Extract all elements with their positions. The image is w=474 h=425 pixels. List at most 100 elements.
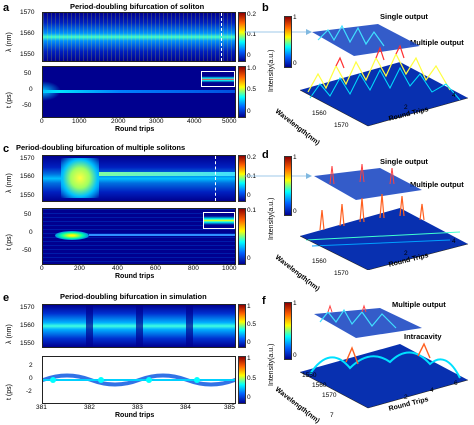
panel-d-ytick3d: 1560 — [312, 258, 327, 265]
panel-a-top-colorbar — [238, 12, 246, 62]
panel-e-xtick: 384 — [180, 404, 191, 411]
panel-e-ytick: -2 — [26, 388, 32, 395]
panel-c-connector-arrow — [244, 173, 312, 179]
panel-f-cbar-tick: 1 — [293, 300, 297, 307]
panel-e-xlabel: Round trips — [115, 412, 155, 419]
panel-e-top-ylabel: λ (nm) — [6, 324, 13, 344]
panel-a-xtick: 2000 — [111, 118, 126, 125]
panel-e-top-colorbar — [238, 304, 246, 348]
panel-a-bottom-colorbar — [238, 66, 246, 118]
panel-b-colorbar — [284, 16, 292, 68]
panel-a-spectrum-heatmap — [42, 12, 236, 62]
panel-c-ytick: 50 — [24, 211, 32, 218]
panel-a-temporal-heatmap — [42, 66, 236, 118]
panel-f-ytick3d: 1560 — [312, 382, 327, 389]
panel-e-bottom-colorbar — [238, 356, 246, 404]
panel-d-label: d — [262, 149, 269, 161]
panel-b-ytick3d: 1570 — [334, 122, 349, 129]
panel-c-xtick: 800 — [188, 265, 199, 272]
panel-c-ytick: 1570 — [20, 155, 35, 162]
panel-c-xtick: 200 — [74, 265, 85, 272]
panel-e-ytick: 1560 — [20, 322, 35, 329]
panel-f-zlabel: Intensity(a.u.) — [268, 343, 275, 386]
panel-b-annotation-single: Single output — [380, 12, 428, 21]
panel-f-annotation-multiple: Multiple output — [392, 300, 446, 309]
panel-f-xtick3d: 4 — [430, 387, 434, 394]
panel-a-cbar-tick: 0.1 — [247, 31, 257, 38]
panel-c-top-colorbar — [238, 155, 246, 202]
panel-f-ytick3d: 1550 — [302, 372, 317, 379]
panel-a-cbar-tick: 0 — [247, 108, 251, 115]
panel-a-xtick: 0 — [40, 118, 44, 125]
panel-d-annotation-single: Single output — [380, 157, 428, 166]
panel-c-ytick: 1550 — [20, 192, 35, 199]
panel-e-xtick: 383 — [132, 404, 143, 411]
panel-e-title: Period-doubling bifurcation in simulatio… — [60, 292, 207, 301]
panel-e-label: e — [3, 292, 10, 304]
panel-c-title: Period-doubling bifurcation of multiple … — [16, 143, 186, 152]
panel-c-temporal-heatmap — [42, 208, 236, 265]
panel-d-ytick3d: 1570 — [334, 270, 349, 277]
panel-d-cbar-tick: 0 — [293, 208, 297, 215]
panel-e-xtick: 382 — [84, 404, 95, 411]
panel-c-spectrum-heatmap — [42, 155, 236, 202]
panel-b-xtick3d: 4 — [452, 92, 456, 99]
panel-d-xtick3d: 4 — [452, 238, 456, 245]
panel-c-cbar-tick: 0 — [247, 192, 251, 199]
panel-a-ytick: 1570 — [20, 9, 35, 16]
panel-a-xtick: 3000 — [149, 118, 164, 125]
panel-f-xtick3d: 6 — [454, 380, 458, 387]
panel-f-xtick3d: 2 — [404, 394, 408, 401]
panel-c-xtick: 1000 — [222, 265, 237, 272]
panel-e-ytick: 0 — [29, 375, 33, 382]
panel-c-cbar-tick: 0.1 — [247, 207, 257, 214]
panel-a-connector-arrow — [244, 29, 312, 35]
panel-e-cbar-tick: 0.5 — [247, 321, 257, 328]
panel-f-3d-surface — [300, 304, 469, 409]
panel-e-cbar-tick: 0 — [247, 339, 251, 346]
panel-e-temporal-heatmap — [42, 356, 236, 404]
panel-c-top-ylabel: λ (nm) — [6, 173, 13, 193]
panel-a-xtick: 5000 — [222, 118, 237, 125]
panel-c-xtick: 0 — [40, 265, 44, 272]
panel-d-3d-surface — [300, 163, 469, 270]
panel-b-ytick3d: 1560 — [312, 110, 327, 117]
panel-c-xtick: 400 — [112, 265, 123, 272]
panel-c-label: c — [3, 143, 10, 155]
panel-a-cbar-tick: 0.5 — [247, 86, 257, 93]
panel-a-ytick: 50 — [24, 70, 32, 77]
panel-a-label: a — [3, 2, 10, 14]
panel-c-bottom-ylabel: t (ps) — [6, 234, 13, 250]
panel-c-bottom-colorbar — [238, 208, 246, 265]
panel-e-cbar-tick: 0 — [247, 394, 251, 401]
panel-e-xtick: 385 — [224, 404, 235, 411]
panel-a-cbar-tick: 0.2 — [247, 11, 257, 18]
panel-c-xlabel: Round trips — [115, 273, 155, 280]
panel-b-label: b — [262, 2, 269, 14]
panel-e-ytick: 1550 — [20, 340, 35, 347]
panel-e-xtick: 381 — [36, 404, 47, 411]
panel-c-ytick: 0 — [29, 229, 33, 236]
panel-c-xtick: 600 — [150, 265, 161, 272]
panel-d-xtick3d: 2 — [404, 250, 408, 257]
panel-a-xtick: 4000 — [187, 118, 202, 125]
panel-a-ytick: 0 — [29, 86, 33, 93]
panel-d-cbar-tick: 1 — [293, 154, 297, 161]
panel-e-cbar-tick: 1 — [247, 303, 251, 310]
panel-c-cbar-tick: 0.1 — [247, 173, 257, 180]
panel-a-title: Period-doubling bifurcation of soliton — [70, 2, 205, 11]
panel-a-xtick: 1000 — [72, 118, 87, 125]
panel-b-annotation-multiple: Multiple output — [410, 38, 464, 47]
panel-e-spectrum-heatmap — [42, 304, 236, 348]
panel-f-cbar-tick: 0 — [293, 352, 297, 359]
panel-e-cbar-tick: 1 — [247, 355, 251, 362]
panel-e-bottom-ylabel: t (ps) — [6, 384, 13, 400]
panel-c-ytick: 1560 — [20, 173, 35, 180]
panel-a-ytick: 1550 — [20, 51, 35, 58]
panel-f-ytick3d: 1570 — [322, 392, 337, 399]
panel-c-ytick: -50 — [22, 247, 32, 254]
panel-f-xtick3d-extra: 7 — [330, 412, 334, 419]
panel-d-annotation-multiple: Multiple output — [410, 180, 464, 189]
panel-b-xtick3d: 2 — [404, 104, 408, 111]
panel-d-zlabel: Intensity(a.u.) — [268, 197, 275, 240]
